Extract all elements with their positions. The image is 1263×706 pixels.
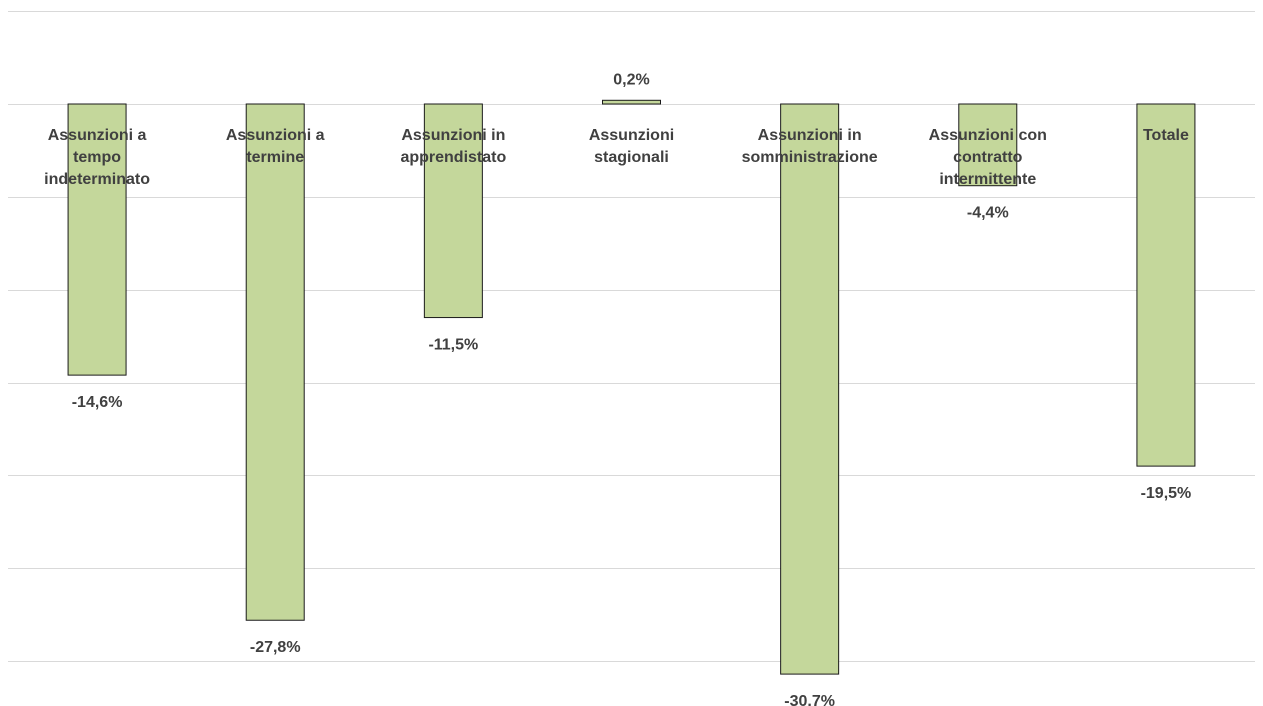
bar	[423, 103, 483, 319]
category-label: Assunzioni in somministrazione	[742, 127, 878, 166]
category-label: Totale	[1143, 127, 1189, 144]
data-label: -30.7%	[784, 693, 835, 706]
bar	[245, 103, 305, 621]
category-labels: Assunzioni a tempo indeterminato Assunzioni…	[44, 127, 1189, 188]
category-label: Assunzioni a tempo indeterminato	[44, 127, 150, 188]
gridlines	[8, 11, 1255, 662]
data-label: -19,5%	[1141, 485, 1192, 502]
bar	[1136, 103, 1196, 467]
data-label: -4,4%	[967, 205, 1009, 222]
data-label: -27,8%	[250, 639, 301, 656]
bar	[67, 103, 127, 376]
data-label: 0,2%	[613, 71, 649, 88]
bar	[780, 103, 840, 675]
category-label: Assunzioni in apprendistato	[400, 127, 506, 166]
bar	[602, 99, 661, 105]
data-labels: -14,6% -27,8% -11,5% 0,2% -30.7% -4,4% -19,5%	[72, 71, 1192, 706]
category-label: Assunzioni stagionali	[589, 127, 674, 166]
data-label: -11,5%	[428, 337, 478, 354]
category-label: Assunzioni a termine	[226, 127, 325, 166]
bar	[958, 103, 1018, 187]
category-label: Assunzioni con contratto intermittente	[929, 127, 1047, 188]
bars	[67, 99, 1196, 675]
data-label: -14,6%	[72, 394, 123, 411]
